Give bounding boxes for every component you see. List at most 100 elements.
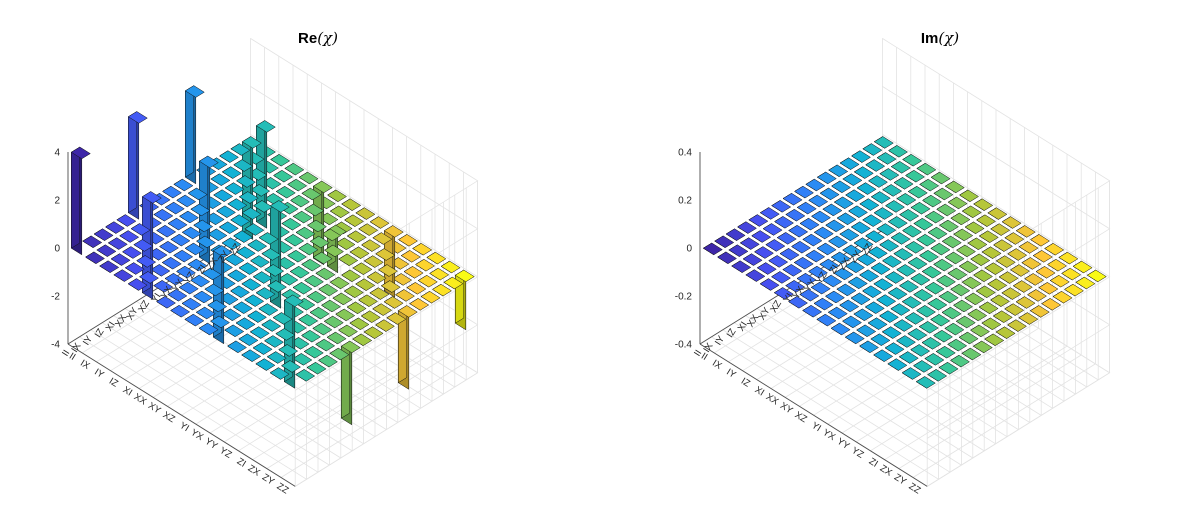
bar bbox=[947, 338, 968, 352]
bar bbox=[415, 259, 435, 272]
bar bbox=[267, 280, 287, 293]
bar bbox=[327, 189, 347, 202]
bar bbox=[944, 322, 965, 336]
bar bbox=[782, 264, 803, 277]
bar bbox=[876, 294, 897, 307]
bar bbox=[728, 244, 749, 257]
bar bbox=[742, 253, 763, 266]
bar bbox=[873, 207, 894, 220]
bar bbox=[964, 292, 985, 306]
bar bbox=[839, 299, 860, 313]
bar bbox=[916, 305, 936, 318]
bar bbox=[173, 178, 194, 192]
bar bbox=[859, 340, 879, 353]
z-tick-label: -2 bbox=[51, 292, 60, 303]
bar bbox=[944, 251, 965, 265]
bar bbox=[873, 136, 894, 149]
bar bbox=[927, 369, 948, 382]
bar bbox=[432, 283, 452, 297]
bar bbox=[754, 246, 774, 259]
bar bbox=[213, 189, 234, 202]
bar bbox=[417, 275, 438, 288]
bar bbox=[725, 228, 746, 241]
bar bbox=[122, 246, 142, 259]
bar bbox=[338, 253, 359, 266]
bar bbox=[1015, 225, 1036, 238]
bar bbox=[329, 276, 350, 290]
bar bbox=[184, 85, 205, 185]
bar bbox=[1052, 291, 1073, 304]
bar bbox=[794, 185, 814, 199]
bar bbox=[762, 223, 783, 236]
bar bbox=[938, 362, 959, 375]
bar bbox=[893, 319, 914, 332]
bar bbox=[799, 217, 820, 231]
bar bbox=[930, 242, 951, 256]
bar bbox=[266, 351, 287, 364]
bar bbox=[921, 337, 942, 350]
bar bbox=[924, 210, 945, 224]
im-chi-chart: Im(χ) -0.4-0.200.20.4IIIXIYIZXIXXXYXZYIY… bbox=[675, 29, 1111, 497]
bar bbox=[232, 301, 253, 314]
bar bbox=[230, 143, 251, 156]
bar bbox=[244, 294, 265, 307]
bar bbox=[1012, 280, 1033, 293]
bar bbox=[1004, 303, 1025, 316]
bar bbox=[830, 322, 851, 336]
bar bbox=[1041, 298, 1062, 311]
bar bbox=[318, 354, 338, 368]
bar bbox=[130, 223, 151, 236]
bar bbox=[970, 253, 991, 266]
bar bbox=[85, 251, 105, 264]
bar bbox=[162, 185, 182, 199]
bar bbox=[702, 242, 723, 256]
col-tick-label: XZ bbox=[793, 410, 809, 426]
bar bbox=[816, 171, 837, 185]
bar bbox=[176, 194, 197, 208]
bar bbox=[133, 239, 154, 252]
bar bbox=[273, 170, 293, 183]
bar bbox=[864, 301, 885, 314]
im-title-text: Im bbox=[921, 30, 939, 47]
bar bbox=[360, 310, 381, 323]
bar bbox=[882, 255, 902, 268]
bar bbox=[842, 173, 863, 186]
bar bbox=[309, 306, 330, 320]
bar bbox=[779, 248, 800, 261]
bar bbox=[973, 269, 993, 282]
bar bbox=[836, 283, 857, 297]
bar bbox=[987, 278, 1008, 291]
bar bbox=[756, 262, 777, 275]
col-tick-label: ZZ bbox=[275, 481, 291, 497]
bar bbox=[403, 266, 424, 279]
bar bbox=[984, 262, 1005, 275]
bar bbox=[873, 349, 894, 362]
bar bbox=[978, 230, 999, 243]
row-tick-label: ZZ bbox=[860, 242, 876, 258]
bar bbox=[907, 186, 928, 199]
bar bbox=[255, 358, 276, 371]
col-tick-label: YX bbox=[189, 427, 206, 443]
col-tick-label: YX bbox=[821, 427, 838, 443]
bar bbox=[890, 303, 911, 316]
bar bbox=[959, 189, 979, 202]
bar bbox=[930, 171, 951, 185]
bar bbox=[363, 326, 384, 339]
bar bbox=[816, 313, 837, 327]
bars bbox=[70, 85, 475, 426]
bar bbox=[825, 219, 846, 233]
bar bbox=[210, 315, 230, 329]
bar bbox=[745, 269, 766, 282]
bar bbox=[241, 278, 262, 291]
bar bbox=[810, 281, 831, 295]
bar bbox=[244, 223, 265, 236]
bar bbox=[440, 260, 461, 274]
col-tick-label: IZ bbox=[739, 376, 752, 390]
bar bbox=[395, 289, 415, 302]
bar bbox=[176, 265, 196, 279]
bar bbox=[714, 235, 735, 248]
bar bbox=[275, 328, 296, 341]
bar bbox=[896, 264, 917, 277]
bar bbox=[315, 338, 336, 352]
